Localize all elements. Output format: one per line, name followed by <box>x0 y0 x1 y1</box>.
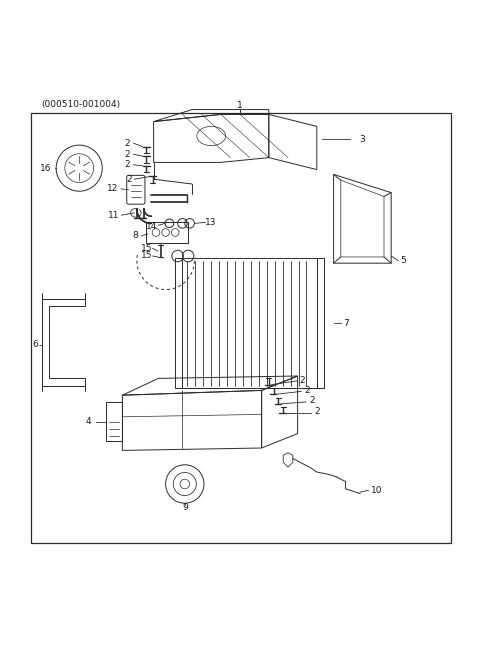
Text: 2: 2 <box>124 160 130 169</box>
Text: 7: 7 <box>343 319 348 328</box>
Text: 16: 16 <box>40 163 51 173</box>
Text: 2: 2 <box>309 396 315 405</box>
Text: 2: 2 <box>304 386 310 395</box>
Bar <box>175 258 182 388</box>
Text: 15: 15 <box>141 244 152 253</box>
Text: 6: 6 <box>32 340 38 349</box>
Text: 2: 2 <box>314 407 320 417</box>
Text: 2: 2 <box>127 174 132 184</box>
Text: 8: 8 <box>132 232 138 240</box>
Text: 2: 2 <box>124 150 130 159</box>
Text: 2: 2 <box>300 377 305 385</box>
Text: 13: 13 <box>205 218 217 227</box>
Text: 11: 11 <box>108 211 120 220</box>
Text: 12: 12 <box>107 184 119 194</box>
Text: 5: 5 <box>400 256 406 265</box>
Text: 15: 15 <box>141 251 152 260</box>
Text: 10: 10 <box>371 485 383 495</box>
Text: 14: 14 <box>145 222 157 231</box>
Bar <box>317 258 324 388</box>
Text: 3: 3 <box>360 135 365 144</box>
Text: 4: 4 <box>86 417 92 426</box>
Bar <box>31 113 451 543</box>
Bar <box>182 258 317 388</box>
Text: 2: 2 <box>124 138 130 148</box>
Text: (000510-001004): (000510-001004) <box>41 100 120 110</box>
Text: 1: 1 <box>237 101 243 110</box>
Text: 9: 9 <box>182 504 188 512</box>
